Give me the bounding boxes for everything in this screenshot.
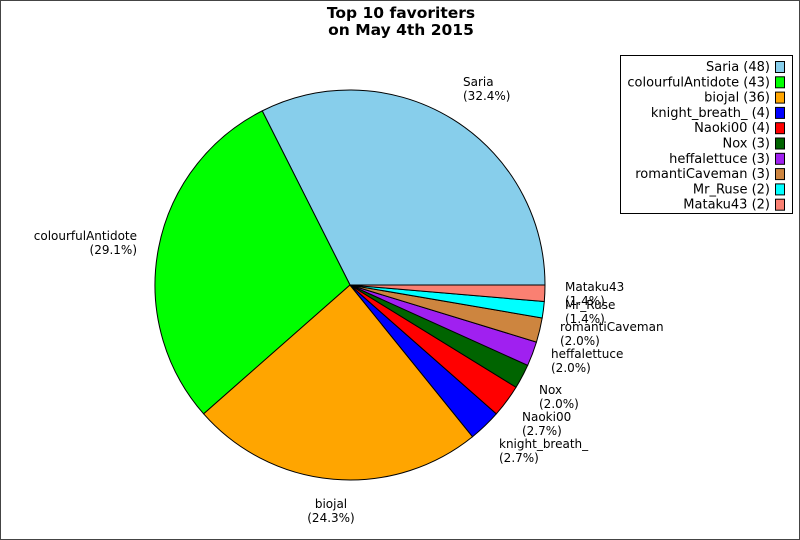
legend-label-biojal: biojal (36) xyxy=(704,91,770,106)
legend-label-colourfulantidote: colourfulAntidote (43) xyxy=(627,75,770,90)
legend-swatch-colourfulantidote xyxy=(775,76,785,89)
pie-slice-mataku43 xyxy=(349,284,546,303)
legend-swatch-knight-breath xyxy=(775,106,785,119)
slice-percent-nox: (2.0%) xyxy=(539,397,579,411)
legend-label-heffalettuce: heffalettuce (3) xyxy=(669,152,770,167)
legend-label-mr-ruse: Mr_Ruse (2) xyxy=(693,182,770,197)
legend-box xyxy=(620,55,793,214)
legend-swatch-mr-ruse xyxy=(775,183,785,196)
slice-label-mr-ruse: Mr_Ruse xyxy=(565,298,615,312)
slice-percent-colourfulantidote: (29.1%) xyxy=(90,243,137,257)
pie-slice-saria xyxy=(261,89,546,286)
legend-label-romanticaveman: romantiCaveman (3) xyxy=(635,167,770,182)
pie-slices xyxy=(154,89,546,481)
pie-slice-colourfulantidote xyxy=(154,110,351,415)
pie-slice-biojal xyxy=(203,284,473,481)
slice-labels: Saria(32.4%) colourfulAntidote(29.1%) bioj… xyxy=(34,75,664,525)
slice-label-knight-breath: knight_breath_ xyxy=(499,437,589,451)
slice-percent-knight-breath: (2.7%) xyxy=(499,451,539,465)
legend-swatch-biojal xyxy=(775,91,785,104)
chart-title-line-1: Top 10 favoriters xyxy=(327,4,475,22)
legend-swatch-heffalettuce xyxy=(775,152,785,165)
legend-swatch-mataku43 xyxy=(775,198,785,211)
slice-percent-biojal: (24.3%) xyxy=(307,511,354,525)
slice-percent-mataku43: (1.4%) xyxy=(565,294,605,308)
slice-label-biojal: biojal xyxy=(315,497,347,511)
slice-label-mataku43: Mataku43 xyxy=(565,280,624,294)
slice-label-naoki00: Naoki00 xyxy=(522,410,571,424)
slice-label-nox: Nox xyxy=(539,383,562,397)
legend-swatch-romanticaveman xyxy=(775,168,785,181)
legend: Saria (48)colourfulAntidote (43)biojal (… xyxy=(620,55,793,214)
slice-label-colourfulantidote: colourfulAntidote xyxy=(34,229,137,243)
slice-percent-mr-ruse: (1.4%) xyxy=(565,312,605,326)
slice-label-saria: Saria xyxy=(463,75,494,89)
slice-percent-naoki00: (2.7%) xyxy=(522,424,562,438)
legend-swatch-naoki00 xyxy=(775,122,785,135)
slice-percent-heffalettuce: (2.0%) xyxy=(551,361,591,375)
legend-label-saria: Saria (48) xyxy=(706,60,770,75)
legend-label-naoki00: Naoki00 (4) xyxy=(694,121,770,136)
legend-swatch-saria xyxy=(775,61,785,73)
slice-percent-saria: (32.4%) xyxy=(463,89,510,103)
legend-label-nox: Nox (3) xyxy=(722,137,770,152)
legend-label-knight-breath: knight_breath_ (4) xyxy=(651,106,770,121)
slice-percent-romanticaveman: (2.0%) xyxy=(560,334,600,348)
slice-label-heffalettuce: heffalettuce xyxy=(551,347,623,361)
chart-title-line-2: on May 4th 2015 xyxy=(328,21,474,39)
legend-swatch-nox xyxy=(775,137,785,150)
legend-label-mataku43: Mataku43 (2) xyxy=(683,198,770,213)
slice-label-romanticaveman: romantiCaveman xyxy=(560,320,664,334)
